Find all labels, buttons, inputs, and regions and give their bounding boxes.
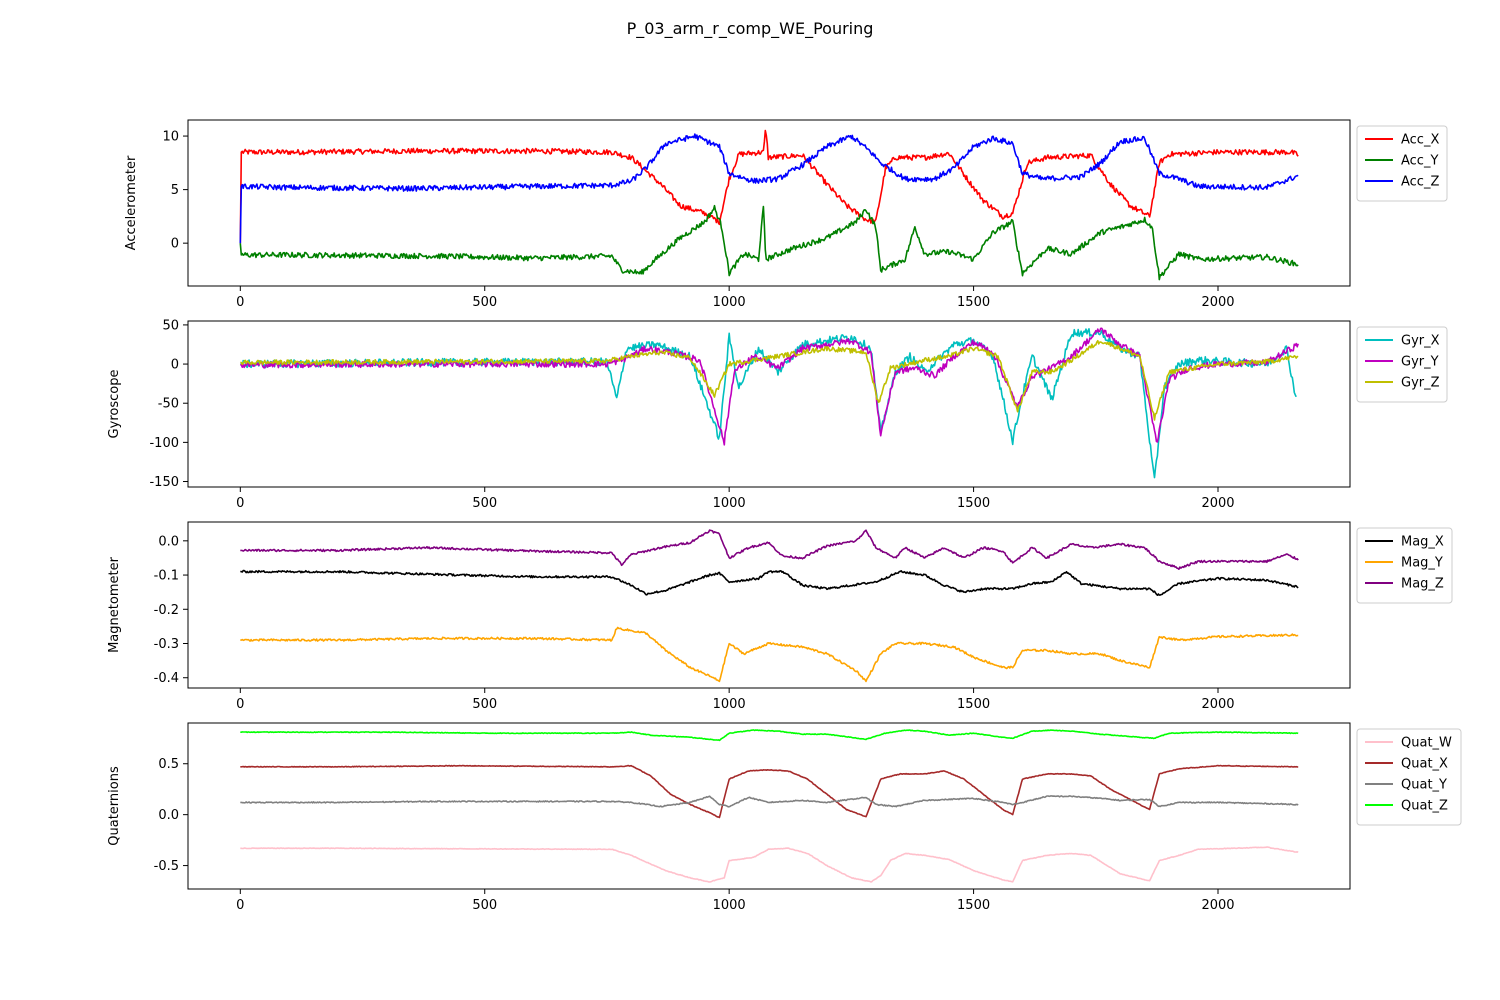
legend-box [1356,728,1462,826]
y-tick-label: -0.4 [154,671,179,686]
legend-box [1356,125,1448,202]
axes-frame [187,722,1351,890]
y-tick-label: 5 [171,183,179,198]
subplot-0: 0 500 1000 1500 20000510AccelerometerAcc_XAc… [124,119,1448,310]
axes-frame [187,119,1351,287]
y-axis-label: Magnetometer [107,556,122,652]
x-tick-label: 0 [236,898,244,913]
axes-frame [187,521,1351,689]
series-line-mag-z [240,529,1299,570]
y-axis-label: Gyroscope [107,370,122,439]
subplot-1: 0 500 1000 1500 2000500-50-100-150GyroscopeG… [107,318,1448,511]
y-tick-label: -100 [149,436,179,451]
legend-box [1356,326,1448,403]
legend-label: Gyr_Z [1401,376,1440,391]
figure-title: P_03_arm_r_comp_WE_Pouring [627,19,874,39]
legend-label: Quat_X [1401,757,1448,772]
x-tick-label: 1000 [713,898,746,913]
x-tick-label: 500 [472,496,497,511]
series-line-quat-x [240,764,1299,819]
y-tick-label: -150 [149,475,179,490]
legend-box [1356,527,1453,604]
legend-label: Acc_Z [1401,175,1439,190]
series-line-acc-x [239,129,1299,244]
x-tick-label: 500 [472,697,497,712]
series-line-gyr-z [240,339,1299,421]
y-tick-label: -0.5 [154,859,179,874]
subplots-container: 0 500 1000 1500 20000510AccelerometerAcc_XAc… [107,119,1462,913]
series-line-gyr-y [240,327,1299,446]
x-tick-label: 1500 [957,697,990,712]
legend-label: Quat_W [1401,736,1452,751]
series-line-quat-y [240,795,1299,808]
x-tick-label: 0 [236,697,244,712]
y-tick-label: 0.0 [158,808,179,823]
y-tick-label: 0.5 [158,757,179,772]
y-tick-label: -0.1 [154,569,179,584]
subplot-2: 0 500 1000 1500 2000 0.0 -0.1 -0.2 -0.3 -0.4 Magne… [107,521,1453,712]
x-tick-label: 1000 [713,496,746,511]
y-tick-label: 0 [171,237,179,252]
legend-label: Gyr_Y [1401,355,1439,370]
x-tick-label: 1500 [957,898,990,913]
x-tick-label: 0 [236,496,244,511]
subplot-3: 0 500 1000 1500 2000 0.5 0.0 -0.5 Quaternions Qua… [107,722,1462,913]
legend-label: Mag_Z [1401,577,1444,592]
y-tick-label: -0.3 [154,637,179,652]
series-line-quat-w [240,846,1299,883]
x-tick-label: 1000 [713,697,746,712]
legend: Gyr_X Gyr_Y Gyr_Z [1356,326,1448,403]
legend-label: Mag_Y [1401,556,1443,571]
x-tick-label: 500 [472,295,497,310]
y-tick-label: -50 [158,397,179,412]
y-tick-label: -0.2 [154,603,179,618]
series-line-gyr-x [240,328,1297,479]
x-tick-label: 500 [472,898,497,913]
x-tick-label: 2000 [1201,898,1234,913]
y-tick-label: 50 [162,318,179,333]
series-line-mag-x [240,569,1299,596]
legend-label: Acc_Y [1401,154,1438,169]
legend-label: Quat_Y [1401,778,1447,793]
legend: Acc_X Acc_Y Acc_Z [1356,125,1448,202]
legend-label: Quat_Z [1401,799,1448,814]
x-tick-label: 1500 [957,496,990,511]
legend: Quat_W Quat_X Quat_Y Quat_Z [1356,728,1462,826]
x-tick-label: 2000 [1201,496,1234,511]
y-axis-label: Quaternions [107,766,122,846]
legend-label: Gyr_X [1401,334,1440,349]
y-tick-label: 0 [171,358,179,373]
x-tick-label: 0 [236,295,244,310]
series-line-acc-z [239,133,1299,244]
legend-label: Mag_X [1401,535,1444,550]
x-tick-label: 2000 [1201,295,1234,310]
x-tick-label: 1000 [713,295,746,310]
y-axis-label: Accelerometer [124,155,139,250]
series-line-mag-y [240,626,1299,683]
y-tick-label: 10 [162,130,179,145]
legend: Mag_X Mag_Y Mag_Z [1356,527,1453,604]
y-tick-label: 0.0 [158,534,179,549]
series-line-quat-z [240,729,1299,742]
legend-label: Acc_X [1401,133,1439,148]
series-line-acc-y [239,204,1299,281]
x-tick-label: 1500 [957,295,990,310]
axes-frame [187,320,1351,488]
x-tick-label: 2000 [1201,697,1234,712]
